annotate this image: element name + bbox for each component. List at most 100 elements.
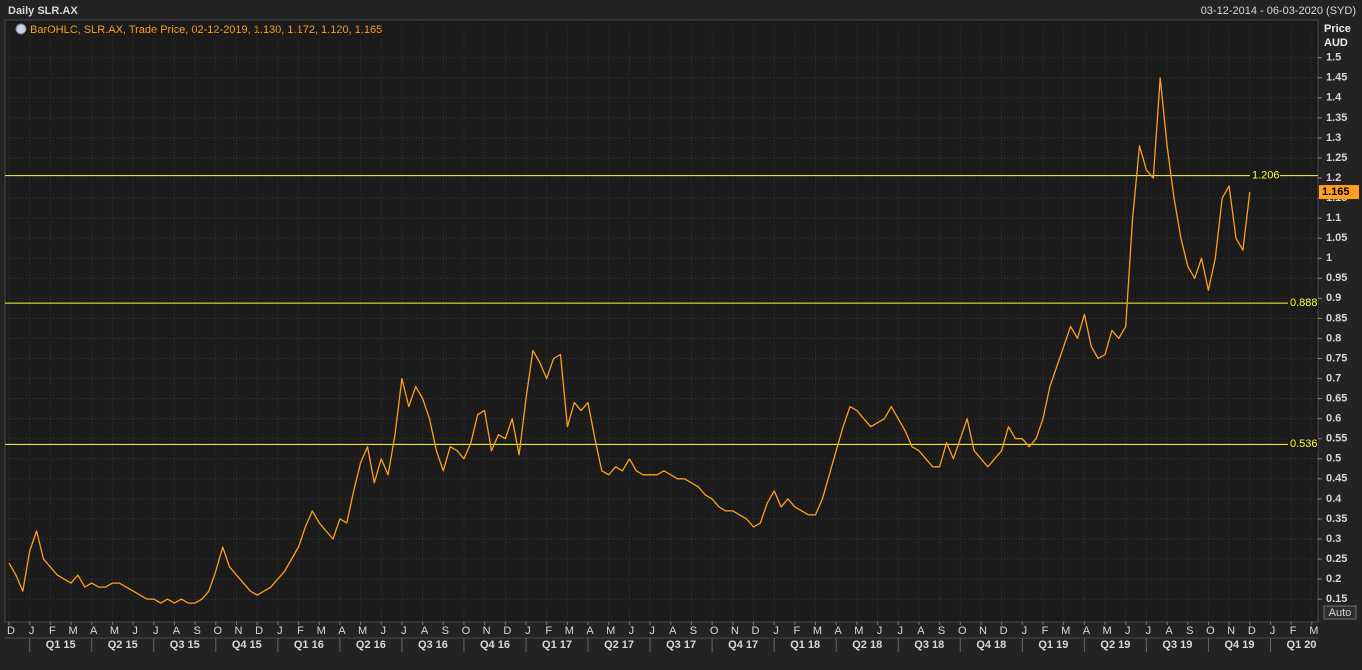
quarter-label: Q2 15 — [108, 639, 138, 651]
x-tick-label: A — [338, 625, 346, 637]
y-tick-label: 1.05 — [1326, 232, 1347, 244]
quarter-label: Q2 17 — [604, 639, 634, 651]
x-tick-label: O — [462, 625, 471, 637]
x-tick-label: M — [1061, 625, 1070, 637]
quarter-label: Q3 19 — [1162, 639, 1192, 651]
x-tick-label: M — [358, 625, 367, 637]
x-tick-label: A — [835, 625, 843, 637]
y-tick-label: 0.9 — [1326, 292, 1341, 304]
y-tick-label: 0.5 — [1326, 453, 1341, 465]
x-tick-label: N — [979, 625, 987, 637]
reference-label-bg — [1250, 169, 1280, 182]
y-tick-label: 1.1 — [1326, 212, 1341, 224]
y-tick-label: 0.35 — [1326, 513, 1347, 525]
x-tick-label: F — [793, 625, 800, 637]
quarter-label: Q3 15 — [170, 639, 200, 651]
last-price-label: 1.165 — [1322, 186, 1350, 198]
quarter-label: Q2 16 — [356, 639, 386, 651]
reference-label-bg — [1288, 438, 1318, 451]
x-tick-label: A — [669, 625, 677, 637]
x-tick-label: J — [525, 625, 531, 637]
x-tick-label: J — [29, 625, 35, 637]
x-tick-label: J — [1125, 625, 1131, 637]
y-tick-label: 1 — [1326, 252, 1332, 264]
x-tick-label: S — [690, 625, 697, 637]
x-tick-label: S — [442, 625, 449, 637]
x-tick-label: D — [1000, 625, 1008, 637]
x-tick-label: O — [1206, 625, 1215, 637]
y-tick-label: 1.2 — [1326, 172, 1341, 184]
quarter-label: Q1 20 — [1287, 639, 1317, 651]
legend: BarOHLC, SLR.AX, Trade Price, 02-12-2019… — [30, 24, 382, 36]
x-tick-label: M — [68, 625, 77, 637]
x-tick-label: N — [731, 625, 739, 637]
x-tick-label: J — [401, 625, 407, 637]
quarter-label: Q2 18 — [852, 639, 882, 651]
x-tick-label: A — [1083, 625, 1091, 637]
y-axis-label: Price — [1324, 23, 1351, 35]
x-tick-label: A — [586, 625, 594, 637]
x-tick-label: N — [235, 625, 243, 637]
x-tick-label: J — [649, 625, 655, 637]
x-tick-label: M — [606, 625, 615, 637]
quarter-label: Q1 18 — [790, 639, 820, 651]
quarter-label: Q3 17 — [666, 639, 696, 651]
y-tick-label: 0.25 — [1326, 553, 1347, 565]
x-tick-label: D — [752, 625, 760, 637]
quarter-label: Q1 19 — [1038, 639, 1068, 651]
quarter-label: Q3 16 — [418, 639, 448, 651]
x-tick-label: J — [153, 625, 159, 637]
x-tick-label: J — [380, 625, 386, 637]
x-tick-label: D — [255, 625, 263, 637]
x-tick-label: S — [193, 625, 200, 637]
reference-label: 1.206 — [1252, 170, 1280, 182]
y-tick-label: 0.55 — [1326, 433, 1347, 445]
x-tick-label: J — [629, 625, 635, 637]
quarter-label: Q4 18 — [976, 639, 1006, 651]
y-tick-label: 0.15 — [1326, 593, 1347, 605]
x-tick-label: M — [565, 625, 574, 637]
x-tick-label: J — [132, 625, 138, 637]
x-tick-label: M — [317, 625, 326, 637]
x-tick-label: J — [1022, 625, 1028, 637]
legend-icon[interactable] — [15, 23, 27, 35]
y-tick-label: 0.4 — [1326, 493, 1342, 505]
x-tick-label: D — [7, 625, 15, 637]
auto-button-label[interactable]: Auto — [1329, 607, 1352, 619]
x-tick-label: F — [1042, 625, 1049, 637]
x-tick-label: D — [1248, 625, 1256, 637]
x-tick-label: M — [1102, 625, 1111, 637]
plot-area — [4, 19, 1319, 623]
y-tick-label: 0.8 — [1326, 332, 1341, 344]
x-tick-label: N — [483, 625, 491, 637]
x-tick-label: A — [1165, 625, 1173, 637]
x-tick-label: J — [277, 625, 283, 637]
y-tick-label: 1.5 — [1326, 52, 1341, 64]
y-tick-label: 0.3 — [1326, 533, 1341, 545]
quarter-label: Q2 19 — [1100, 639, 1130, 651]
x-tick-label: J — [877, 625, 883, 637]
quarter-label: Q1 16 — [294, 639, 324, 651]
reference-label-bg — [1288, 297, 1318, 310]
y-tick-label: 0.65 — [1326, 393, 1347, 405]
y-tick-label: 0.6 — [1326, 413, 1341, 425]
y-tick-label: 0.7 — [1326, 372, 1341, 384]
quarter-label: Q1 15 — [46, 639, 76, 651]
x-tick-label: M — [1309, 625, 1318, 637]
x-tick-label: O — [214, 625, 223, 637]
last-price-tag — [1319, 185, 1359, 200]
quarter-label: Q3 18 — [914, 639, 944, 651]
x-tick-label: J — [1146, 625, 1152, 637]
x-tick-label: O — [710, 625, 719, 637]
x-tick-label: M — [813, 625, 822, 637]
x-tick-label: S — [938, 625, 945, 637]
x-tick-label: J — [897, 625, 903, 637]
y-tick-label: 1.25 — [1326, 152, 1347, 164]
auto-button[interactable] — [1323, 605, 1357, 620]
y-tick-label: 0.45 — [1326, 473, 1347, 485]
reference-label: 0.536 — [1290, 438, 1318, 450]
x-tick-label: A — [173, 625, 181, 637]
y-tick-label: 1.4 — [1326, 92, 1342, 104]
x-tick-label: F — [545, 625, 552, 637]
